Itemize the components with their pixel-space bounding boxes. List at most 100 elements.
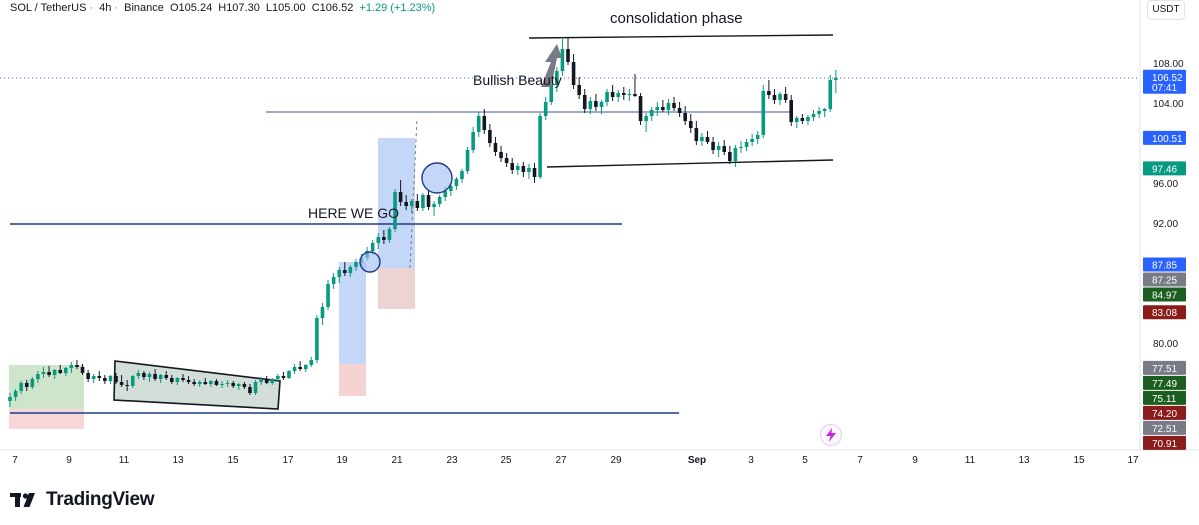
tradingview-logo-icon [10,493,35,507]
price-label-blue: 87.85 [1143,257,1186,272]
candle-body [794,118,799,122]
candle [97,371,102,381]
candle-body [783,94,788,100]
ohlc-open: O105.24 [169,2,213,14]
candle-body [772,95,777,100]
price-label-value: 72.51 [1152,424,1177,435]
candle [69,362,74,373]
candle [482,109,487,134]
candle-body [164,375,169,378]
lightning-icon[interactable] [820,424,842,446]
candle [186,376,191,384]
price-label-value: 75.11 [1152,394,1177,405]
time-tick-label: 19 [336,455,348,466]
candle-body [644,116,648,121]
candle-body [504,158,509,163]
price-label-darkgreen: 75.11 [1143,390,1186,405]
candle [599,100,604,114]
time-axis[interactable]: 7 9 11 13 15 17 19 21 23 25 27 29 Sep 3 5 7 9 11 13 15 17 [12,455,1139,466]
candle-body [739,147,743,148]
price-label-box [1143,272,1186,287]
candle-body [460,171,464,179]
candle [225,380,230,387]
candle-body [119,382,124,385]
candle [761,85,766,138]
candle [175,377,180,385]
price-axis[interactable]: 108.00104.0096.0092.0080.00106.5207:4110… [1143,59,1186,450]
candle-body [281,376,286,378]
price-label-green: 97.46 [1143,161,1186,176]
candle [755,131,760,144]
candle [58,365,63,374]
price-label-darkred: 83.08 [1143,305,1186,320]
candle [231,381,235,388]
candle [722,140,727,155]
candle [622,87,626,100]
time-tick-label: 27 [555,455,567,466]
candle [822,108,827,117]
drawings-back-layer [0,77,1140,429]
candle-body [421,195,425,208]
price-label-box [1143,161,1186,176]
candle-body [661,107,665,110]
symbol-name[interactable]: SOL / TetherUS [10,2,87,14]
candle [337,267,342,283]
candle [298,361,302,371]
candle-body [259,380,263,382]
candle-body [594,101,598,107]
candle-body [303,365,308,369]
candle [170,375,174,384]
consolidation-label: consolidation phase [610,10,743,27]
candle-body [711,142,715,150]
price-tick-label: 80.00 [1153,339,1178,350]
candle-body [393,192,397,229]
candle-body [337,270,342,277]
price-label-box [1143,405,1186,420]
candle [253,380,258,395]
candle-body [515,166,520,170]
price-label-box [1143,435,1186,450]
candle [303,364,308,372]
price-label-value: 84.97 [1152,291,1177,302]
candle-body [672,103,676,108]
symbol-interval[interactable]: 4h [99,2,112,14]
candle [767,80,771,99]
candle [343,262,347,276]
candle-body [41,372,46,374]
candle [744,139,749,151]
currency-selector[interactable]: USDT [1147,0,1185,20]
candle-body [404,202,408,206]
candle [292,364,297,374]
candle [147,372,152,382]
candle-body [91,376,96,379]
candle [309,357,314,367]
candle-body [292,367,297,371]
candle [705,131,710,144]
tradingview-logo[interactable]: TradingView [10,488,155,512]
candle-body [409,201,414,206]
highlight-circle-1 [421,162,453,194]
candle [644,113,648,132]
candle [817,107,821,118]
candle-body [287,371,291,378]
candle [716,142,721,157]
price-label-box [1143,287,1186,302]
candle-body [789,100,793,122]
candle-body [449,186,453,191]
candle [103,375,107,384]
candle [119,375,124,387]
price-label-darkgreen: 77.49 [1143,375,1186,390]
candle-body [543,102,548,116]
candle [136,370,141,379]
candle [454,177,459,190]
candle-body [722,146,727,152]
long-position-target-1 [339,262,366,364]
price-label-value: 70.91 [1152,439,1177,450]
candle [476,112,481,137]
candle [387,227,392,243]
candle-body [683,113,687,121]
accumulation-stop-box [9,409,84,429]
price-label-blue: 100.51 [1143,130,1186,145]
candle-body [538,116,542,177]
